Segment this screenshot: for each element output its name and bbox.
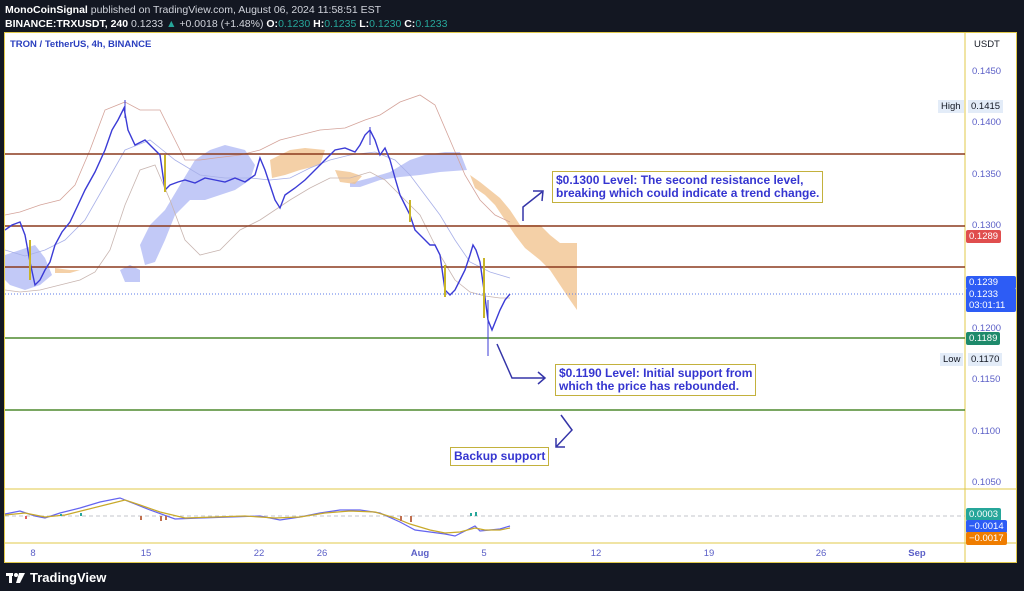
- resistance-annotation[interactable]: $0.1300 Level: The second resistance lev…: [552, 171, 824, 203]
- date-tick: 26: [316, 548, 328, 559]
- bollinger-upper: [4, 94, 511, 223]
- up-arrow-icon: ▲: [166, 18, 177, 30]
- ichimoku-cloud-bearish: [55, 148, 577, 310]
- date-tick: 15: [140, 548, 152, 559]
- price-tick: 0.1150: [972, 374, 1001, 385]
- tradingview-logo[interactable]: TradingView: [6, 570, 106, 585]
- macd-signal-line: [4, 499, 511, 534]
- low-label: Low: [940, 353, 964, 366]
- chart-title: TRON / TetherUS, 4h, BINANCE: [10, 39, 152, 50]
- chart-frame: [4, 32, 1017, 563]
- price-tick: 0.1100: [972, 426, 1001, 437]
- date-tick-month: Sep: [908, 548, 926, 559]
- date-tick: 22: [253, 548, 265, 559]
- bar-countdown: 03:01:11: [969, 300, 1006, 311]
- macd-histogram-tag: 0.0003: [966, 508, 1002, 521]
- macd-line-tag: −0.0014: [966, 520, 1007, 533]
- price-tick: 0.1400: [972, 117, 1002, 128]
- high-label: H:: [313, 18, 325, 30]
- brand-name: TradingView: [30, 570, 107, 585]
- open-value: 0.1230: [278, 18, 311, 30]
- support-arrow: [496, 343, 547, 385]
- bollinger-mid: [4, 139, 511, 279]
- close-label: C:: [404, 18, 416, 30]
- candlesticks: [4, 100, 511, 356]
- chart-header: MonoCoinSignal published on TradingView.…: [5, 3, 447, 31]
- date-tick-month: Aug: [410, 548, 430, 559]
- date-tick: 12: [590, 548, 602, 559]
- price-tick: 0.1450: [972, 66, 1002, 77]
- date-tick: 5: [481, 548, 487, 559]
- price-tag-red: 0.1289: [966, 230, 1002, 243]
- current-price-value: 0.1233: [969, 289, 999, 300]
- price-tick: 0.1300: [972, 220, 1002, 231]
- macd-signal-tag: −0.0017: [966, 532, 1007, 545]
- support-annotation[interactable]: $0.1190 Level: Initial support from whic…: [555, 364, 757, 396]
- high-value: 0.1235: [324, 18, 357, 30]
- date-tick: 8: [30, 548, 36, 559]
- backup-support-annotation[interactable]: Backup support: [450, 447, 550, 466]
- low-label: L:: [359, 18, 370, 30]
- support-annotation-line2: which the price has rebounded.: [559, 379, 740, 393]
- support-annotation-line1: $0.1190 Level: Initial support from: [559, 366, 753, 380]
- low-value: 0.1170: [968, 353, 1003, 366]
- price-tag-upper-band: 0.1239: [966, 276, 1016, 289]
- high-label: High: [938, 100, 964, 113]
- close-value: 0.1233: [415, 18, 448, 30]
- resistance-annotation-line1: $0.1300 Level: The second resistance lev…: [556, 173, 804, 187]
- high-value: 0.1415: [968, 100, 1004, 113]
- tradingview-logo-icon: [6, 572, 25, 583]
- publisher-name[interactable]: MonoCoinSignal: [5, 4, 88, 16]
- last-price: 0.1233: [131, 18, 164, 30]
- published-text: published on TradingView.com, August 06,…: [90, 4, 382, 16]
- resistance-annotation-line2: breaking which could indicate a trend ch…: [556, 186, 820, 200]
- ohlc-line: BINANCE:TRXUSDT, 240 0.1233 ▲ +0.0018 (+…: [5, 17, 447, 31]
- resistance-arrow: [522, 190, 544, 221]
- backup-arrow: [555, 414, 573, 448]
- open-label: O:: [266, 18, 279, 30]
- date-tick: 26: [815, 548, 827, 559]
- symbol-label: BINANCE:TRXUSDT, 240: [5, 18, 129, 30]
- price-tag-support: 0.1189: [966, 332, 1001, 345]
- date-tick: 19: [703, 548, 715, 559]
- price-tick: 0.1200: [972, 323, 1002, 334]
- macd-histogram: [25, 512, 477, 522]
- price-tick: 0.1350: [972, 169, 1002, 180]
- price-tick: 0.1050: [972, 477, 1002, 488]
- current-price-tag: 0.1233 03:01:11: [966, 288, 1016, 312]
- price-change: +0.0018 (+1.48%): [179, 18, 264, 30]
- bollinger-lower: [4, 164, 510, 299]
- publish-line: MonoCoinSignal published on TradingView.…: [5, 3, 447, 17]
- ichimoku-cloud-bullish: [5, 145, 467, 290]
- currency-label[interactable]: USDT: [974, 39, 1000, 50]
- low-value: 0.1230: [369, 18, 402, 30]
